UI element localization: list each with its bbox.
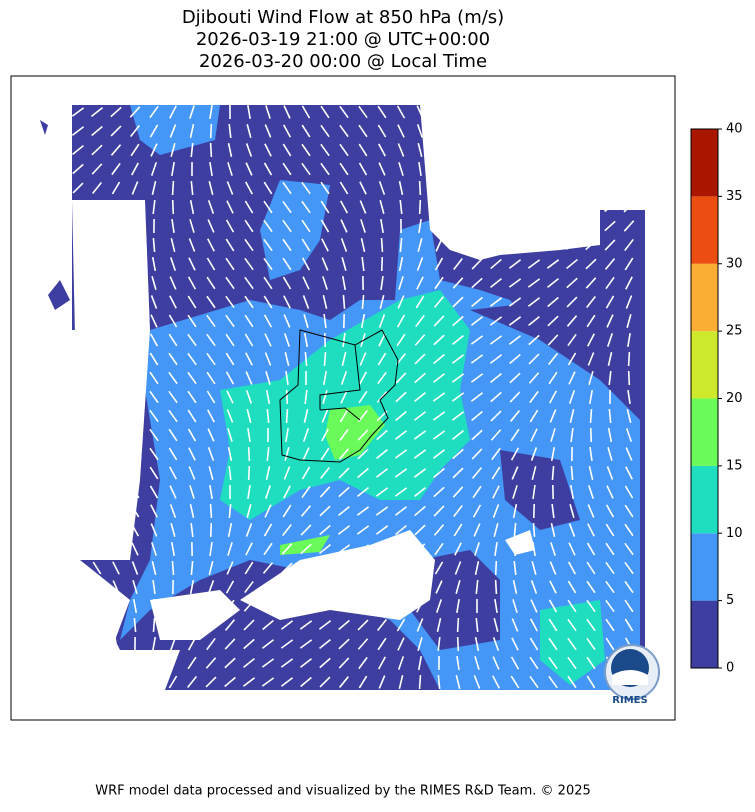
wind-arrow xyxy=(287,390,288,404)
wind-arrow xyxy=(249,466,250,480)
wind-arrow xyxy=(458,618,459,632)
title-line: 2026-03-20 00:00 @ Local Time xyxy=(199,51,487,72)
wind-arrow xyxy=(496,580,497,594)
colorbar-segment xyxy=(691,533,718,600)
wind-arrow xyxy=(629,371,630,385)
wind-arrow xyxy=(343,295,344,309)
wind-arrow xyxy=(324,352,325,366)
colorbar-tick-label: 15 xyxy=(726,458,743,473)
colorbar-tick-label: 40 xyxy=(726,122,743,137)
colorbar-segment xyxy=(691,196,718,263)
wind-arrow xyxy=(629,352,630,366)
wind-arrow xyxy=(211,143,212,157)
colorbar-tick-label: 35 xyxy=(726,189,743,204)
wind-arrow xyxy=(211,504,212,518)
wind-arrow xyxy=(458,637,459,651)
footer: WRF model data processed and visualized … xyxy=(95,784,591,799)
colorbar-tick-label: 0 xyxy=(726,661,734,676)
colorbar-segment xyxy=(691,331,718,398)
wind-arrow xyxy=(591,409,592,423)
wind-arrow xyxy=(420,200,421,214)
wind-arrow xyxy=(249,447,250,461)
wind-arrow xyxy=(382,238,383,252)
wind-arrow xyxy=(173,181,174,195)
wind-arrow xyxy=(534,523,535,537)
wind-arrow xyxy=(173,200,174,214)
colorbar-tick-label: 30 xyxy=(726,256,743,271)
colorbar-segment xyxy=(691,466,718,533)
colorbar-segment xyxy=(691,399,718,466)
wind-arrow xyxy=(287,409,288,423)
wind-arrow xyxy=(382,257,383,271)
colorbar-tick-label: 25 xyxy=(726,324,743,339)
title-line: Djibouti Wind Flow at 850 hPa (m/s) xyxy=(182,7,504,28)
wind-arrow xyxy=(211,124,212,138)
colorbar-tick-label: 20 xyxy=(726,391,743,406)
wind-arrow xyxy=(496,561,497,575)
colorbar-segment xyxy=(691,264,718,331)
wind-arrow xyxy=(552,466,553,480)
colorbar-segment xyxy=(691,601,718,668)
wind-arrow xyxy=(420,675,421,689)
colorbar: 0 5 10 15 20 25 30 35 40 xyxy=(691,122,743,676)
wind-arrow xyxy=(153,618,154,632)
wind-arrow xyxy=(591,428,592,442)
wind-arrow xyxy=(420,181,421,195)
wind-arrow xyxy=(172,561,173,575)
map: RIMES xyxy=(11,76,675,720)
logo-text: RIMES xyxy=(612,695,647,706)
title-line: 2026-03-19 21:00 @ UTC+00:00 xyxy=(196,29,490,50)
wind-arrow xyxy=(211,523,212,537)
colorbar-segment xyxy=(691,129,718,196)
colorbar-tick-label: 10 xyxy=(726,526,743,541)
colorbar-tick-label: 5 xyxy=(726,593,734,608)
